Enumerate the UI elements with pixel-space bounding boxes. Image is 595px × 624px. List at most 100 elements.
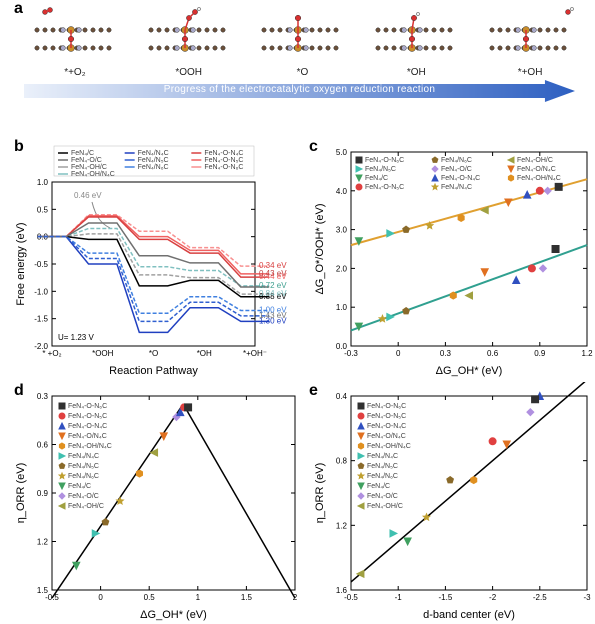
svg-text:-0.5: -0.5 [34, 260, 48, 269]
svg-text:0.46 eV: 0.46 eV [74, 191, 102, 200]
svg-text:FeN₄/N₅C: FeN₄/N₅C [68, 463, 99, 470]
panel-c-plot: -0.300.30.60.91.20.01.02.03.04.05.0ΔG_OH… [305, 138, 595, 378]
svg-text:0.4: 0.4 [336, 392, 348, 401]
svg-text:Reaction Pathway: Reaction Pathway [109, 365, 198, 377]
svg-text:0.84 eV: 0.84 eV [259, 289, 287, 298]
structure-caption: *OH [366, 67, 466, 78]
svg-text:ΔG_O*/OOH* (eV): ΔG_O*/OOH* (eV) [314, 203, 326, 294]
panel-a: a *+O₂*OOH*O*OH*+OH Progress of the elec… [0, 0, 595, 132]
svg-text:-1.5: -1.5 [439, 593, 453, 602]
panel-a-label: a [14, 0, 23, 18]
structure-caption: *O [252, 67, 352, 78]
panel-e-plot: -0.5-1-1.5-2-2.5-30.40.81.21.6d-band cen… [305, 382, 595, 622]
svg-text:1.2: 1.2 [581, 349, 593, 358]
progress-arrow: Progress of the electrocatalytic oxygen … [24, 80, 575, 102]
progress-arrow-text: Progress of the electrocatalytic oxygen … [24, 84, 575, 95]
svg-text:0.34 eV: 0.34 eV [259, 261, 287, 270]
panel-d-plot: -0.500.511.520.30.60.91.21.5ΔG_OH* (eV)η… [0, 382, 305, 622]
svg-text:0.3: 0.3 [440, 349, 452, 358]
svg-text:FeN₄/N₄C: FeN₄/N₄C [68, 453, 99, 460]
svg-text:FeN₄-O-N₄C: FeN₄-O-N₄C [441, 175, 480, 182]
svg-text:1.2: 1.2 [37, 538, 49, 547]
svg-text:FeN₄-O-N₅C: FeN₄-O-N₅C [367, 413, 406, 420]
svg-text:1.5: 1.5 [241, 593, 253, 602]
svg-text:1.0: 1.0 [336, 303, 348, 312]
panel-c-label: c [309, 138, 318, 156]
svg-text:0.8: 0.8 [336, 457, 348, 466]
svg-text:2.0: 2.0 [336, 264, 348, 273]
svg-text:0.6: 0.6 [487, 349, 499, 358]
svg-text:4.0: 4.0 [336, 187, 348, 196]
structure-0: *+O₂ [25, 4, 125, 78]
svg-text:FeN₄-O-N₅C: FeN₄-O-N₅C [68, 413, 107, 420]
svg-text:0.0: 0.0 [336, 342, 348, 351]
svg-text:5.0: 5.0 [336, 148, 348, 157]
svg-text:FeN₄/N₆C: FeN₄/N₆C [441, 157, 472, 164]
svg-text:FeN₄/N₅C: FeN₄/N₅C [365, 166, 396, 173]
svg-text:FeN₄/N₄C: FeN₄/N₄C [367, 453, 398, 460]
svg-text:*O: *O [149, 349, 158, 358]
svg-text:FeN₄-O/N₄C: FeN₄-O/N₄C [367, 433, 406, 440]
svg-text:-1.0: -1.0 [34, 287, 48, 296]
svg-text:1.0: 1.0 [37, 178, 49, 187]
svg-text:FeN₄-O/C: FeN₄-O/C [367, 493, 398, 500]
svg-text:-3: -3 [583, 593, 591, 602]
structure-4: *+OH [480, 4, 580, 78]
svg-text:-1: -1 [395, 593, 403, 602]
svg-text:*OOH: *OOH [92, 349, 114, 358]
svg-text:FeN₄/N₆C: FeN₄/N₆C [68, 473, 99, 480]
svg-text:0.5: 0.5 [37, 205, 49, 214]
svg-text:* +O₂: * +O₂ [42, 349, 61, 358]
svg-text:d-band center (eV): d-band center (eV) [423, 609, 515, 621]
svg-text:FeN₄-O-N₄C: FeN₄-O-N₄C [367, 423, 406, 430]
svg-text:FeN₄/N₆C: FeN₄/N₆C [138, 164, 169, 171]
svg-text:FeN₄-OH/C: FeN₄-OH/C [517, 157, 553, 164]
svg-text:1.2: 1.2 [336, 521, 348, 530]
structure-3: *OH [366, 4, 466, 78]
svg-text:0.72 eV: 0.72 eV [259, 281, 287, 290]
svg-text:FeN₄-OH/C: FeN₄-OH/C [71, 164, 107, 171]
svg-text:Free energy (eV): Free energy (eV) [15, 222, 27, 305]
svg-text:FeN₄-OH/N₄C: FeN₄-OH/N₄C [367, 443, 411, 450]
svg-text:FeN₄/C: FeN₄/C [367, 483, 390, 490]
svg-text:0: 0 [396, 349, 401, 358]
svg-text:FeN₄-O-N₄C: FeN₄-O-N₄C [68, 423, 107, 430]
structure-2: *O [252, 4, 352, 78]
svg-text:1.00 eV: 1.00 eV [259, 305, 287, 314]
panel-b-label: b [14, 138, 24, 156]
svg-text:0: 0 [98, 593, 103, 602]
svg-text:FeN₄/N₄C: FeN₄/N₄C [138, 150, 169, 157]
svg-text:-1.5: -1.5 [34, 315, 48, 324]
svg-text:FeN₄-O/C: FeN₄-O/C [71, 157, 102, 164]
svg-text:FeN₄-O-N₆C: FeN₄-O-N₆C [68, 403, 107, 410]
svg-text:0.3: 0.3 [37, 392, 49, 401]
svg-text:0.43 eV: 0.43 eV [259, 269, 287, 278]
svg-text:1.5: 1.5 [37, 586, 49, 595]
svg-text:0.5: 0.5 [144, 593, 156, 602]
svg-text:FeN₄/N₆C: FeN₄/N₆C [367, 473, 398, 480]
svg-text:FeN₄-OH/N₄C: FeN₄-OH/N₄C [71, 171, 115, 178]
svg-text:FeN₄/N₅C: FeN₄/N₅C [367, 463, 398, 470]
svg-text:1: 1 [196, 593, 201, 602]
svg-text:FeN₄/C: FeN₄/C [68, 483, 91, 490]
svg-text:-2.5: -2.5 [533, 593, 547, 602]
structure-caption: *+O₂ [25, 67, 125, 78]
svg-text:*OH: *OH [197, 349, 212, 358]
svg-text:3.0: 3.0 [336, 226, 348, 235]
svg-text:FeN₄-O-N₅C: FeN₄-O-N₅C [204, 157, 243, 164]
svg-text:FeN₄-O/C: FeN₄-O/C [68, 493, 99, 500]
svg-text:0.6: 0.6 [37, 441, 49, 450]
structure-caption: *+OH [480, 67, 580, 78]
panel-e-label: e [309, 382, 318, 400]
svg-text:FeN₄-O-N₅C: FeN₄-O-N₅C [365, 184, 404, 191]
svg-text:FeN₄-OH/C: FeN₄-OH/C [367, 503, 403, 510]
svg-text:FeN₄-OH/N₄C: FeN₄-OH/N₄C [517, 175, 561, 182]
svg-text:FeN₄-O/C: FeN₄-O/C [441, 166, 472, 173]
svg-text:*+OH⁻: *+OH⁻ [243, 349, 267, 358]
svg-text:FeN₄/C: FeN₄/C [71, 150, 94, 157]
svg-text:FeN₄-O-N₆C: FeN₄-O-N₆C [365, 157, 404, 164]
svg-text:FeN₄-OH/C: FeN₄-OH/C [68, 503, 104, 510]
svg-text:FeN₄/N₄C: FeN₄/N₄C [441, 184, 472, 191]
svg-text:FeN₄-O/N₄C: FeN₄-O/N₄C [517, 166, 556, 173]
svg-text:-2: -2 [489, 593, 497, 602]
